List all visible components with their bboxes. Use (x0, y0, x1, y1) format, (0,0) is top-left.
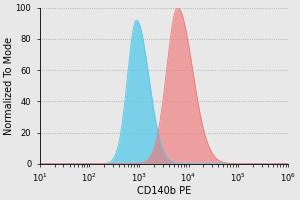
Y-axis label: Normalized To Mode: Normalized To Mode (4, 37, 14, 135)
X-axis label: CD140b PE: CD140b PE (136, 186, 191, 196)
